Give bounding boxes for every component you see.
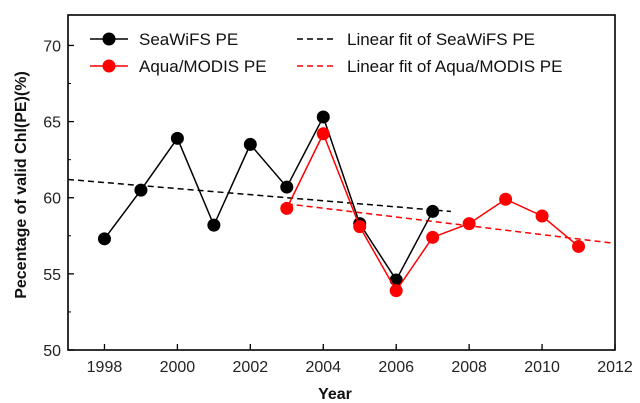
data-point-1	[535, 209, 549, 223]
x-tick-label: 2008	[451, 359, 487, 376]
data-point-0	[280, 180, 294, 194]
y-tick-label: 50	[43, 343, 61, 360]
legend-marker-modis	[102, 59, 116, 73]
y-tick-label: 60	[43, 191, 61, 208]
legend-label-modis: Aqua/MODIS PE	[139, 57, 267, 76]
y-tick-label: 65	[43, 115, 61, 132]
data-series	[97, 110, 586, 298]
x-tick-label: 1998	[87, 359, 123, 376]
data-point-1	[353, 220, 367, 234]
data-point-1	[462, 217, 476, 231]
data-point-1	[426, 230, 440, 244]
y-axis-title: Pecentage of valid Chl(PE)(%)	[13, 71, 30, 299]
x-axis-title: Year	[318, 386, 352, 403]
data-point-1	[499, 192, 513, 206]
x-tick-label: 2000	[160, 359, 196, 376]
fit-lines	[67, 178, 616, 245]
data-point-0	[426, 204, 440, 218]
x-tick-label: 2006	[378, 359, 414, 376]
x-tick-label: 2012	[597, 359, 633, 376]
legend-label-seawifs-fit: Linear fit of SeaWiFS PE	[347, 30, 535, 49]
data-point-0	[316, 110, 330, 124]
legend: SeaWiFS PE Aqua/MODIS PE Linear fit of S…	[90, 30, 562, 76]
x-tick-label: 2002	[233, 359, 269, 376]
data-point-0	[97, 232, 111, 246]
tick-marks	[68, 44, 616, 351]
data-point-1	[389, 284, 403, 298]
x-tick-label: 2010	[524, 359, 560, 376]
data-point-1	[280, 201, 294, 215]
fit-line-1	[286, 203, 616, 245]
fit-line-0	[67, 178, 451, 213]
data-point-0	[243, 137, 257, 151]
data-point-1	[572, 239, 586, 253]
legend-marker-seawifs	[102, 32, 116, 46]
legend-label-modis-fit: Linear fit of Aqua/MODIS PE	[347, 57, 562, 76]
data-point-0	[134, 183, 148, 197]
data-point-0	[170, 131, 184, 145]
data-point-1	[316, 127, 330, 141]
data-point-0	[207, 218, 221, 232]
x-tick-label: 2004	[305, 359, 341, 376]
x-tick-labels: 1998 2000 2002 2004 2006 2008 2010 2012	[87, 359, 633, 376]
data-point-0	[389, 273, 403, 287]
y-tick-label: 70	[43, 38, 61, 55]
series-line-0	[103, 115, 434, 282]
legend-label-seawifs: SeaWiFS PE	[139, 30, 238, 49]
plot-frame	[67, 14, 616, 351]
y-tick-labels: 50 55 60 65 70	[43, 38, 61, 360]
y-tick-label: 55	[43, 267, 61, 284]
